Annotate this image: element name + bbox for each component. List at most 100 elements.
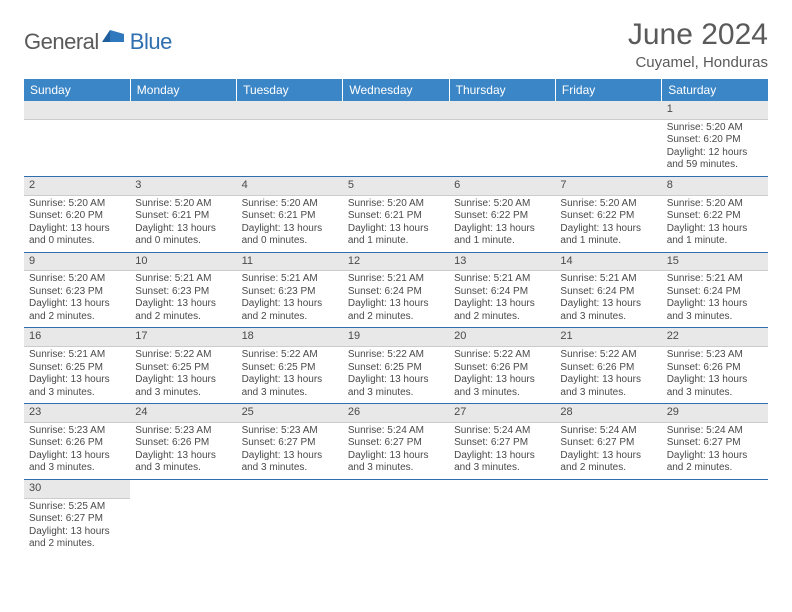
sunrise-text: Sunrise: 5:24 AM [560,425,656,438]
sunrise-text: Sunrise: 5:22 AM [348,349,444,362]
sunrise-text: Sunrise: 5:20 AM [29,198,125,211]
sunset-text: Sunset: 6:27 PM [348,437,444,450]
day-number: 13 [449,253,555,272]
day-number: 14 [555,253,661,272]
calendar-day-cell [555,479,661,554]
day-number: 27 [449,404,555,423]
calendar-day-cell: 3Sunrise: 5:20 AMSunset: 6:21 PMDaylight… [130,176,236,252]
sunrise-text: Sunrise: 5:21 AM [135,273,231,286]
day-number: 3 [130,177,236,196]
weekday-header: Wednesday [343,79,449,101]
day-number: 15 [662,253,768,272]
daylight-text: Daylight: 13 hours and 1 minute. [667,223,763,248]
calendar-day-cell: 26Sunrise: 5:24 AMSunset: 6:27 PMDayligh… [343,404,449,480]
sunset-text: Sunset: 6:27 PM [560,437,656,450]
calendar-day-cell: 6Sunrise: 5:20 AMSunset: 6:22 PMDaylight… [449,176,555,252]
day-number-blank [237,101,343,120]
daylight-text: Daylight: 13 hours and 3 minutes. [667,374,763,399]
day-body: Sunrise: 5:22 AMSunset: 6:26 PMDaylight:… [449,347,555,403]
sunset-text: Sunset: 6:20 PM [667,134,763,147]
calendar-day-cell: 29Sunrise: 5:24 AMSunset: 6:27 PMDayligh… [662,404,768,480]
daylight-text: Daylight: 13 hours and 3 minutes. [29,374,125,399]
sunrise-text: Sunrise: 5:21 AM [348,273,444,286]
sunrise-text: Sunrise: 5:20 AM [667,198,763,211]
calendar-day-cell: 13Sunrise: 5:21 AMSunset: 6:24 PMDayligh… [449,252,555,328]
day-body: Sunrise: 5:21 AMSunset: 6:23 PMDaylight:… [130,271,236,327]
calendar-day-cell: 12Sunrise: 5:21 AMSunset: 6:24 PMDayligh… [343,252,449,328]
day-body: Sunrise: 5:20 AMSunset: 6:22 PMDaylight:… [449,196,555,252]
day-number: 16 [24,328,130,347]
day-number: 23 [24,404,130,423]
calendar-day-cell: 14Sunrise: 5:21 AMSunset: 6:24 PMDayligh… [555,252,661,328]
day-body: Sunrise: 5:21 AMSunset: 6:24 PMDaylight:… [662,271,768,327]
logo-text-blue: Blue [130,29,172,55]
sunset-text: Sunset: 6:26 PM [29,437,125,450]
sunrise-text: Sunrise: 5:20 AM [348,198,444,211]
calendar-day-cell: 4Sunrise: 5:20 AMSunset: 6:21 PMDaylight… [237,176,343,252]
sunset-text: Sunset: 6:21 PM [348,210,444,223]
daylight-text: Daylight: 13 hours and 2 minutes. [348,298,444,323]
day-body: Sunrise: 5:20 AMSunset: 6:20 PMDaylight:… [24,196,130,252]
day-number: 24 [130,404,236,423]
page-title: June 2024 [628,18,768,52]
calendar-day-cell: 18Sunrise: 5:22 AMSunset: 6:25 PMDayligh… [237,328,343,404]
daylight-text: Daylight: 13 hours and 3 minutes. [560,374,656,399]
day-number: 9 [24,253,130,272]
day-number: 11 [237,253,343,272]
day-body: Sunrise: 5:20 AMSunset: 6:22 PMDaylight:… [555,196,661,252]
calendar-day-cell: 28Sunrise: 5:24 AMSunset: 6:27 PMDayligh… [555,404,661,480]
sunset-text: Sunset: 6:26 PM [454,362,550,375]
sunrise-text: Sunrise: 5:23 AM [242,425,338,438]
day-body: Sunrise: 5:23 AMSunset: 6:26 PMDaylight:… [130,423,236,479]
day-number: 30 [24,480,130,499]
sunset-text: Sunset: 6:24 PM [348,286,444,299]
calendar-day-cell: 16Sunrise: 5:21 AMSunset: 6:25 PMDayligh… [24,328,130,404]
day-body: Sunrise: 5:22 AMSunset: 6:25 PMDaylight:… [343,347,449,403]
day-number-blank [343,101,449,120]
calendar-day-cell: 21Sunrise: 5:22 AMSunset: 6:26 PMDayligh… [555,328,661,404]
day-body: Sunrise: 5:22 AMSunset: 6:26 PMDaylight:… [555,347,661,403]
calendar-day-cell: 27Sunrise: 5:24 AMSunset: 6:27 PMDayligh… [449,404,555,480]
sunset-text: Sunset: 6:25 PM [242,362,338,375]
calendar-day-cell: 20Sunrise: 5:22 AMSunset: 6:26 PMDayligh… [449,328,555,404]
calendar-week-row: 30Sunrise: 5:25 AMSunset: 6:27 PMDayligh… [24,479,768,554]
sunset-text: Sunset: 6:21 PM [135,210,231,223]
calendar-day-cell: 23Sunrise: 5:23 AMSunset: 6:26 PMDayligh… [24,404,130,480]
calendar-day-cell: 22Sunrise: 5:23 AMSunset: 6:26 PMDayligh… [662,328,768,404]
day-body: Sunrise: 5:20 AMSunset: 6:21 PMDaylight:… [237,196,343,252]
sunset-text: Sunset: 6:23 PM [135,286,231,299]
sunrise-text: Sunrise: 5:20 AM [29,273,125,286]
sunset-text: Sunset: 6:23 PM [29,286,125,299]
daylight-text: Daylight: 13 hours and 1 minute. [454,223,550,248]
calendar-day-cell [555,101,661,176]
day-body: Sunrise: 5:24 AMSunset: 6:27 PMDaylight:… [343,423,449,479]
calendar-day-cell [662,479,768,554]
weekday-header: Saturday [662,79,768,101]
calendar-day-cell: 10Sunrise: 5:21 AMSunset: 6:23 PMDayligh… [130,252,236,328]
day-body: Sunrise: 5:20 AMSunset: 6:21 PMDaylight:… [130,196,236,252]
daylight-text: Daylight: 13 hours and 0 minutes. [29,223,125,248]
sunrise-text: Sunrise: 5:21 AM [560,273,656,286]
sunrise-text: Sunrise: 5:25 AM [29,501,125,514]
sunrise-text: Sunrise: 5:22 AM [242,349,338,362]
sunset-text: Sunset: 6:26 PM [667,362,763,375]
daylight-text: Daylight: 13 hours and 3 minutes. [135,374,231,399]
calendar-week-row: 16Sunrise: 5:21 AMSunset: 6:25 PMDayligh… [24,328,768,404]
daylight-text: Daylight: 13 hours and 2 minutes. [454,298,550,323]
calendar-day-cell: 30Sunrise: 5:25 AMSunset: 6:27 PMDayligh… [24,479,130,554]
sunset-text: Sunset: 6:20 PM [29,210,125,223]
daylight-text: Daylight: 13 hours and 2 minutes. [560,450,656,475]
sunrise-text: Sunrise: 5:22 AM [454,349,550,362]
day-number: 5 [343,177,449,196]
sunset-text: Sunset: 6:22 PM [667,210,763,223]
sunset-text: Sunset: 6:26 PM [560,362,656,375]
calendar-day-cell [343,479,449,554]
calendar-day-cell: 1Sunrise: 5:20 AMSunset: 6:20 PMDaylight… [662,101,768,176]
sunrise-text: Sunrise: 5:22 AM [560,349,656,362]
calendar-day-cell: 15Sunrise: 5:21 AMSunset: 6:24 PMDayligh… [662,252,768,328]
day-number: 22 [662,328,768,347]
sunrise-text: Sunrise: 5:20 AM [242,198,338,211]
sunrise-text: Sunrise: 5:23 AM [135,425,231,438]
day-number: 26 [343,404,449,423]
day-number: 1 [662,101,768,120]
